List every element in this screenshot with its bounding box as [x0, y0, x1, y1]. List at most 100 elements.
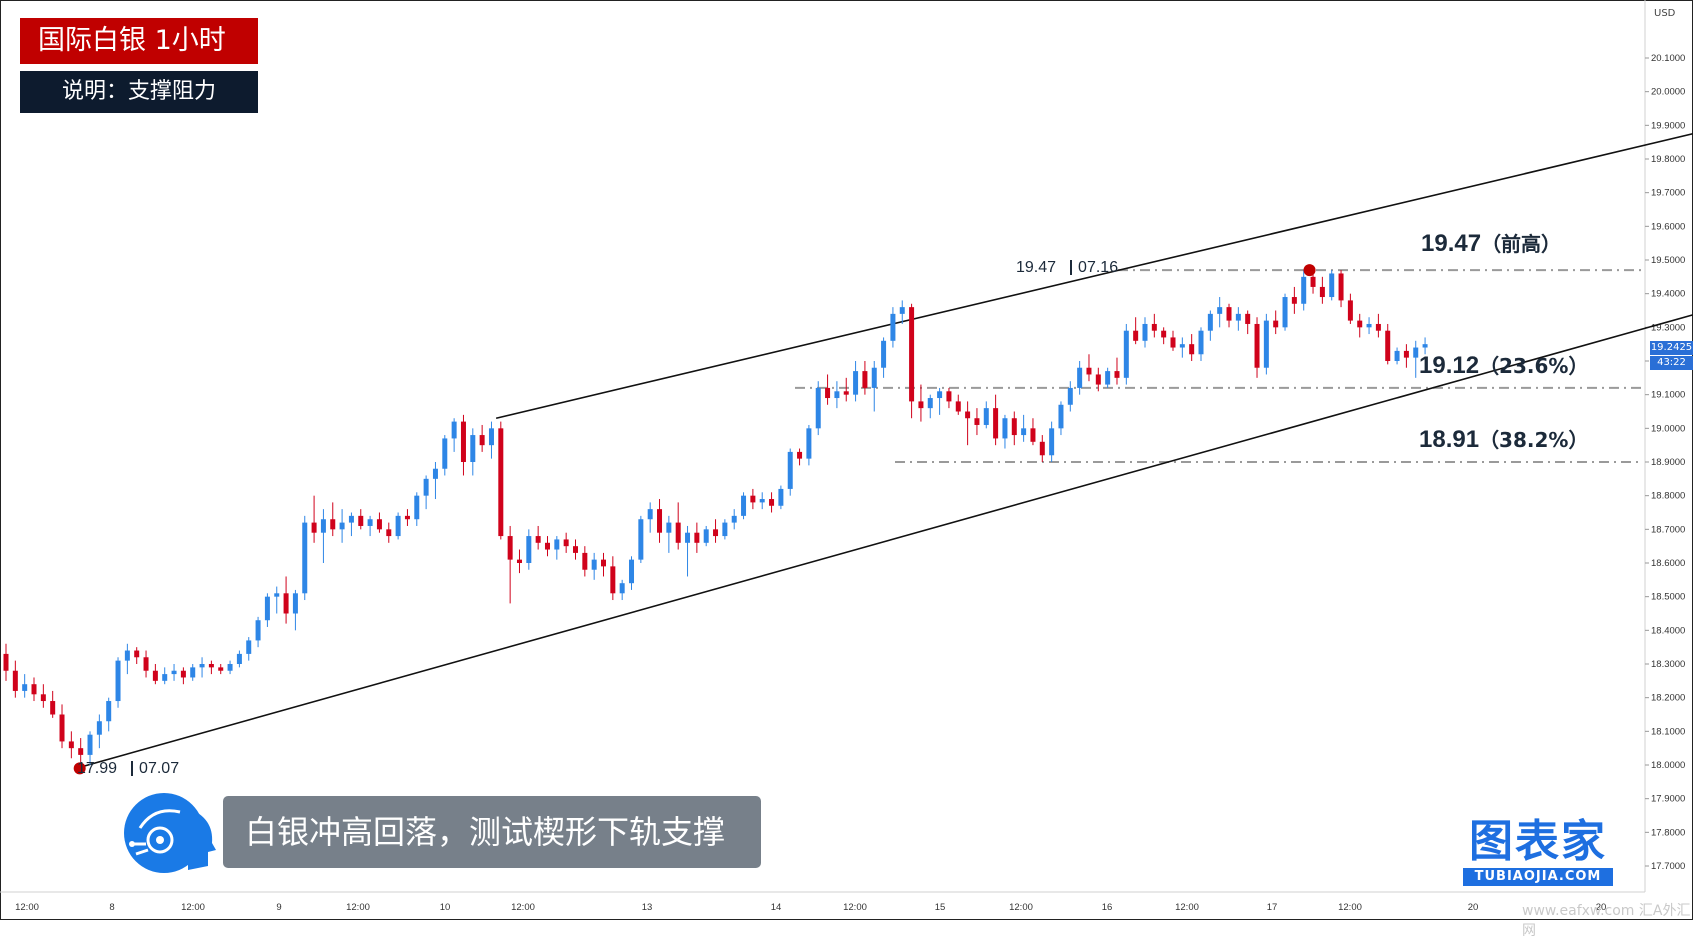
- candle-body: [1226, 307, 1232, 321]
- candle-body: [675, 522, 681, 543]
- candle-body: [246, 640, 252, 654]
- x-tick-label: 12:00: [1338, 902, 1362, 913]
- candle-body: [339, 522, 345, 530]
- y-tick-label: 18.5000: [1651, 592, 1685, 603]
- candle-body: [1413, 347, 1419, 358]
- candle-body: [1263, 320, 1269, 368]
- candle-body: [330, 519, 336, 530]
- x-tick-label: 20: [1468, 902, 1479, 913]
- candle-body: [1114, 371, 1120, 378]
- x-tick-label: 17: [1267, 902, 1278, 913]
- y-tick-label: 18.1000: [1651, 726, 1685, 737]
- candle-body: [1347, 300, 1353, 321]
- candle-body: [526, 536, 532, 563]
- low-price: 17.99: [77, 760, 118, 777]
- candle-body: [236, 653, 242, 664]
- candle-body: [124, 650, 130, 661]
- candle-body: [432, 468, 438, 479]
- x-tick-label: 9: [276, 902, 281, 913]
- candle-body: [292, 593, 298, 614]
- y-tick-label: 18.6000: [1651, 558, 1685, 569]
- candle-body: [227, 664, 233, 671]
- candle-body: [1403, 350, 1409, 358]
- candle-body: [479, 435, 485, 446]
- candle-body: [78, 748, 84, 755]
- candle-body: [750, 495, 756, 503]
- candle-body: [395, 515, 401, 537]
- candle-body: [1235, 313, 1241, 321]
- candle-body: [152, 670, 158, 681]
- x-tick-label: 12:00: [1009, 902, 1033, 913]
- brand-logo-en: TUBIAOJIA.COM: [1463, 868, 1613, 886]
- candle-body: [1338, 273, 1344, 301]
- candle-body: [208, 664, 214, 668]
- candle-body: [87, 734, 93, 755]
- candle-body: [1282, 297, 1288, 328]
- candle-body: [320, 519, 326, 533]
- upper-trendline: [495, 132, 1693, 420]
- candle-body: [1198, 330, 1204, 355]
- candle-body: [638, 519, 644, 560]
- separator-bar: [131, 761, 134, 777]
- candle-body: [1039, 441, 1045, 456]
- candle-body: [348, 515, 354, 523]
- candle-body: [414, 495, 420, 520]
- candle-body: [516, 559, 522, 563]
- y-tick-label: 18.8000: [1651, 491, 1685, 502]
- x-tick-label: 8: [109, 902, 114, 913]
- candle-body: [722, 522, 728, 537]
- candle-body: [601, 559, 607, 567]
- candle-body: [12, 670, 18, 691]
- high-annotation: 19.47 07.16: [1016, 259, 1118, 277]
- level-note: （38.2%）: [1479, 428, 1589, 452]
- candle-body: [31, 684, 37, 695]
- chart-subtitle: 说明：支撑阻力: [20, 71, 258, 113]
- x-tick-label: 14: [771, 902, 782, 913]
- candle-body: [115, 660, 121, 702]
- candle-body: [1366, 323, 1372, 328]
- candle-body: [171, 670, 177, 675]
- level-label-fib-382: 18.91（38.2%）: [1419, 424, 1588, 454]
- countdown-tag: 43:22: [1650, 356, 1693, 370]
- candle-body: [1021, 428, 1027, 436]
- candle-body: [255, 620, 261, 641]
- candle-body: [703, 529, 709, 543]
- lower-trendline: [75, 314, 1693, 770]
- y-tick-label: 17.7000: [1651, 861, 1685, 872]
- candle-body: [759, 499, 765, 503]
- y-tick-label: 19.8000: [1651, 154, 1685, 165]
- candle-body: [1385, 330, 1391, 361]
- candle-body: [423, 478, 429, 496]
- candle-body: [983, 408, 989, 425]
- candlestick-chart[interactable]: 20.1000 20.0000 19.9000 19.8000 19.7000 19.60…: [0, 0, 1693, 920]
- candle-body: [881, 340, 887, 368]
- low-date: 07.07: [139, 760, 180, 777]
- candle-body: [1067, 387, 1073, 405]
- candle-body: [1077, 367, 1083, 388]
- candle-body: [899, 307, 905, 314]
- y-tick-label: 19.5000: [1651, 255, 1685, 266]
- candle-body: [1049, 428, 1055, 456]
- candle-body: [442, 438, 448, 469]
- candle-body: [1142, 323, 1148, 341]
- candle-body: [50, 701, 56, 715]
- candle-body: [1058, 404, 1064, 429]
- level-note: （前高）: [1481, 232, 1562, 256]
- candle-body: [769, 499, 775, 506]
- x-tick-label: 12:00: [15, 902, 39, 913]
- candle-body: [647, 509, 653, 520]
- candle-body: [1170, 337, 1176, 348]
- x-tick-label: 20: [1596, 902, 1607, 913]
- candle-body: [302, 522, 308, 594]
- candle-body: [106, 701, 112, 722]
- y-tick-label: 19.7000: [1651, 188, 1685, 199]
- candle-body: [815, 387, 821, 429]
- candle-body: [1422, 344, 1428, 348]
- candle-body: [787, 451, 793, 489]
- candle-body: [488, 428, 494, 446]
- candle-body: [1086, 367, 1092, 375]
- candle-body: [797, 451, 803, 459]
- high-price: 19.47: [1016, 259, 1057, 276]
- candle-body: [1105, 371, 1111, 385]
